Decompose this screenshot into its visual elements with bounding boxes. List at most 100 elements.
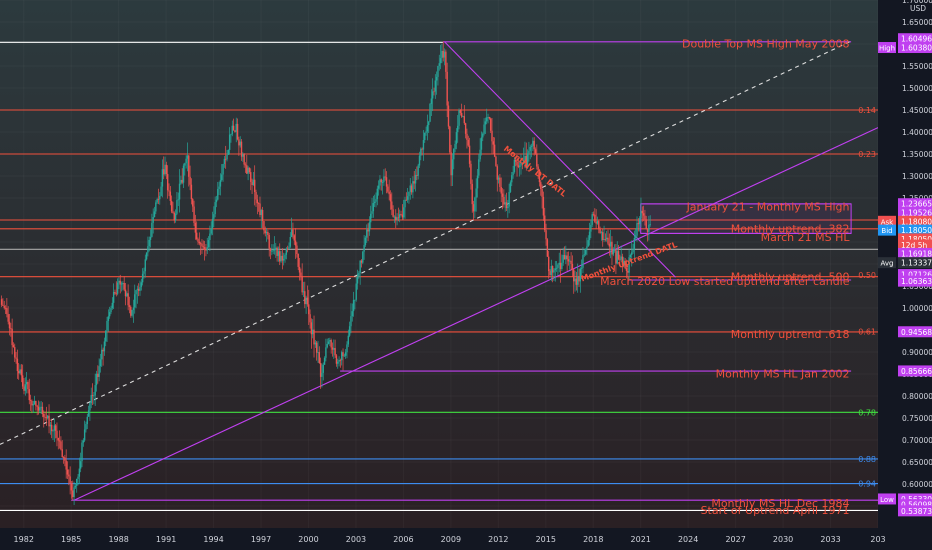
annotation-label[interactable]: Monthly uptrend .500 [731,270,850,283]
candle-body [147,246,149,253]
candle-body [544,215,546,231]
candle-body [172,211,174,214]
price-tag-value: 0.85666 [901,367,932,376]
candle-body [251,181,253,186]
candle-body [605,237,608,240]
time-axis-background[interactable] [0,528,878,550]
price-tag[interactable]: 12d 5h [898,239,932,251]
candle-body [513,159,516,173]
candle-body [290,229,293,237]
price-tag-value-bg [898,493,932,505]
candle-body [111,302,114,309]
candle-body [218,186,220,190]
annotation-label[interactable]: March 2020 Low started uptrend after can… [600,275,850,288]
candle-body [122,283,124,284]
annotation-label[interactable]: March 21 MS HL [761,231,851,244]
annotation-label[interactable]: Monthly uptrend .618 [731,328,850,341]
candle-body [576,276,579,285]
price-tag[interactable]: 1.18050 [898,233,932,245]
candle-body [636,223,638,236]
candle-body [305,297,307,305]
candle-body [217,189,219,200]
candle-body [10,328,12,330]
candle-body [354,299,356,301]
candle-body [252,179,255,186]
price-tag[interactable]: 1.06363 [898,275,932,287]
candle-body [362,251,364,263]
candle-body [219,180,222,187]
candle-body [87,410,90,417]
candle-body [195,232,198,239]
candle-body [255,191,257,200]
price-tag-value-bg [898,233,932,245]
price-tag[interactable]: 1.13337 Avg [878,257,932,269]
candle-body [391,201,393,210]
candle-body [209,233,211,241]
candle-body [627,270,629,273]
annotation-label[interactable]: January 21 - Monthly MS High [686,200,850,213]
candle-body [39,407,41,411]
price-tag[interactable]: 1.16918 [898,247,932,259]
range-box[interactable] [640,203,852,234]
candle-body [68,474,70,477]
candle-body [170,200,173,212]
time-tick-label: 1982 [14,535,34,544]
price-tag[interactable]: 1.07126 [898,269,932,281]
trendline[interactable] [74,127,879,501]
candle-body [472,204,475,212]
annotation-label[interactable]: Double Top MS High May 2008 [682,38,850,51]
candle-body [280,255,282,262]
candle-body [491,130,493,142]
candle-body [617,251,620,260]
price-tag[interactable]: 0.85666 [898,365,932,377]
price-tick-label: 0.65000 [902,458,932,467]
annotation-label[interactable]: Monthly MS HL Jan 2002 [716,368,850,381]
candle-body [396,217,398,220]
candle-body [58,440,61,442]
price-tag[interactable]: 0.53873 [898,505,932,517]
candle-body [118,280,120,283]
candle-body [511,175,513,183]
candle-body [285,248,288,255]
price-tag[interactable]: 0.94568 [898,326,932,338]
price-tag-value-bg [898,215,932,227]
candle-body [335,355,338,364]
candle-body [116,282,119,294]
candle-body [286,248,289,250]
candle-body [602,232,604,240]
annotation-label[interactable]: Start of Uptrend April 1971 [701,504,850,517]
price-tag[interactable]: 1.18080 Ask [878,215,932,227]
price-tag[interactable]: 1.18050 Bid [878,224,932,236]
candle-body [402,207,405,218]
price-tag[interactable]: 1.60496 [898,33,932,45]
candle-body [331,347,334,350]
candle-body [2,304,4,306]
price-tag[interactable]: 0.56098 [898,499,932,511]
candle-body [250,172,252,182]
price-tag[interactable]: 1.23665 [898,198,932,210]
price-tag[interactable]: 1.60380 High [878,42,932,54]
candle-body [201,243,203,247]
candle-body [505,202,508,209]
candle-body [36,405,38,407]
annotation-label[interactable]: Monthly MS HL Dec 1984 [711,497,849,510]
price-tick-label: 1.45000 [902,106,932,115]
candle-body [405,199,408,201]
time-tick-label: 2027 [725,535,745,544]
annotation-label[interactable]: Monthly uptrend .382 [731,222,850,235]
candle-body [582,255,584,268]
candle-body [21,375,24,387]
candle-body [399,214,401,218]
candle-body [384,176,386,178]
candle-body [16,358,19,372]
price-tag[interactable]: 1.19526 [898,207,932,219]
candle-body [438,63,440,66]
time-tick-label: 1994 [203,535,223,544]
price-tag-value: 1.06363 [901,277,932,286]
candle-body [388,191,390,195]
candle-body [95,373,98,386]
candle-body [74,485,77,488]
candle-body [573,269,575,282]
candle-body [264,230,266,234]
